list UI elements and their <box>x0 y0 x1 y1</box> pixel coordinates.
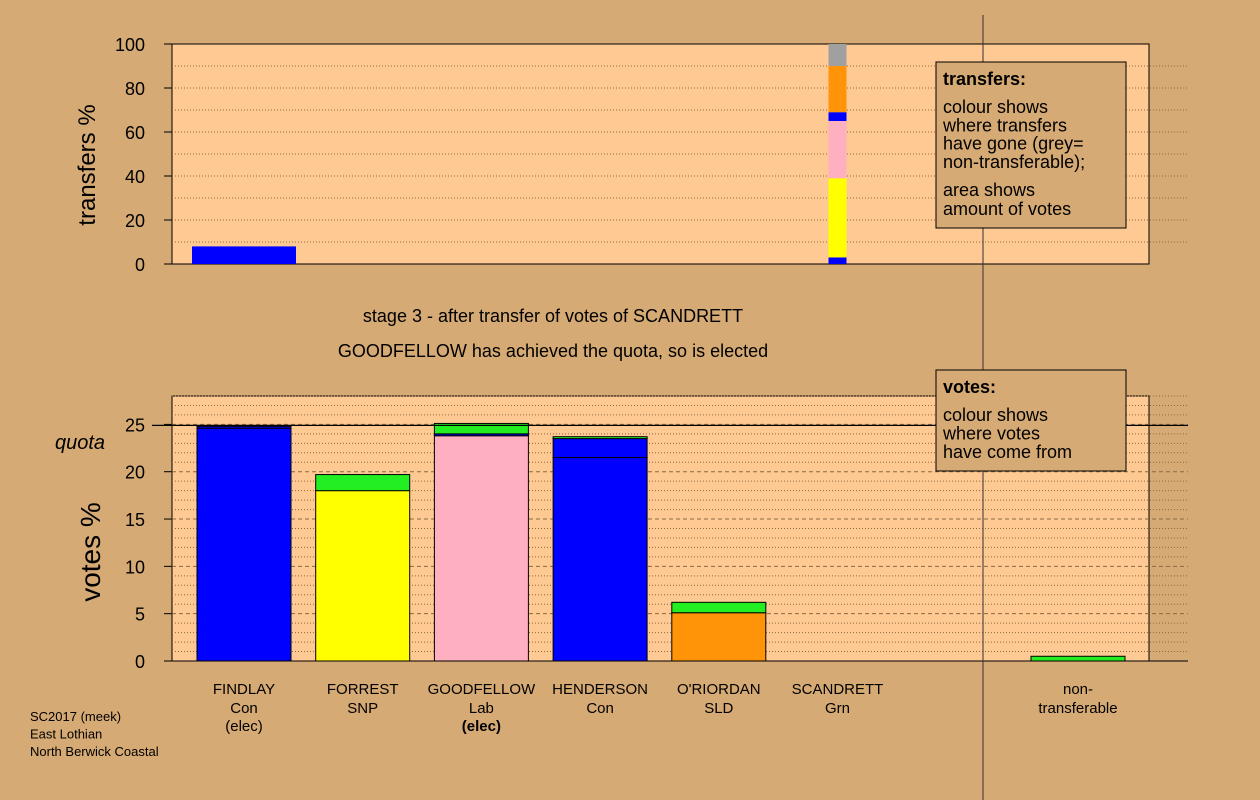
transfers-legend-line: have gone (grey= <box>943 134 1084 154</box>
votes-legend-box <box>935 369 1127 472</box>
top-y-tick-label: 60 <box>125 123 145 143</box>
candidate-name-label: O'RIORDAN <box>677 681 761 698</box>
candidate-status-label: (elec) <box>225 718 263 735</box>
transfer-bar-segment <box>828 66 847 113</box>
transfer-bar-segment <box>828 112 847 121</box>
candidate-party-label: Grn <box>825 700 850 717</box>
transfer-bar-segment <box>192 246 296 264</box>
bottom-y-tick-label: 10 <box>125 557 145 577</box>
transfer-bar-segment <box>828 178 847 258</box>
candidate-party-label: SLD <box>704 700 733 717</box>
candidate-name-label: HENDERSON <box>552 681 648 698</box>
vote-bar-segment <box>196 425 292 429</box>
nontransferable-label: non- <box>1063 681 1093 698</box>
vote-bar-segment <box>433 435 529 662</box>
candidate-party-label: Con <box>230 700 258 717</box>
top-y-axis-label: transfers % <box>74 104 101 225</box>
votes-legend-line: have come from <box>943 442 1072 462</box>
vote-bar-segment <box>315 474 411 492</box>
votes-legend-line: where votes <box>942 424 1040 444</box>
transfers-legend-line: area shows <box>943 180 1035 200</box>
vote-bar-segment <box>315 490 411 662</box>
quota-label: quota <box>55 432 105 454</box>
transfer-bar-segment <box>828 121 847 179</box>
transfers-legend-line: colour shows <box>943 97 1048 117</box>
candidate-name-label: GOODFELLOW <box>428 681 536 698</box>
bottom-y-axis: 0 5 10 15 20 25 <box>125 415 1188 672</box>
bottom-y-axis-label: votes % <box>75 502 106 602</box>
vote-bar-segment <box>196 427 292 662</box>
bottom-y-tick-label: 15 <box>125 510 145 530</box>
vote-bar-segment <box>671 601 767 614</box>
transfer-bar-segment <box>828 257 847 264</box>
top-y-tick-label: 40 <box>125 167 145 187</box>
vote-bar-segment <box>552 438 648 459</box>
candidate-party-label: SNP <box>347 700 378 717</box>
vote-bar-segment <box>433 422 529 435</box>
transfers-legend-line: amount of votes <box>943 199 1071 219</box>
nontransferable-bar-segment <box>1030 655 1126 662</box>
footer-line: North Berwick Coastal <box>30 744 159 759</box>
votes-legend-line: colour shows <box>943 405 1048 425</box>
candidate-party-label: Con <box>586 700 614 717</box>
bottom-y-tick-label: 25 <box>125 415 145 435</box>
transfers-legend-line: where transfers <box>942 115 1067 135</box>
top-transfer-bars <box>192 44 847 264</box>
nontransferable-label: transferable <box>1038 700 1117 717</box>
vote-bar-segment <box>671 612 767 662</box>
footer-info: SC2017 (meek) East Lothian North Berwick C… <box>30 709 159 759</box>
votes-legend-title: votes: <box>943 377 996 397</box>
footer-line: East Lothian <box>30 727 102 742</box>
bottom-vote-bars <box>152 422 1188 662</box>
transfers-legend-box <box>935 61 1127 229</box>
stage-title: stage 3 - after transfer of votes of SCA… <box>363 306 743 326</box>
top-y-tick-label: 100 <box>115 35 145 55</box>
bottom-y-tick-label: 20 <box>125 463 145 483</box>
candidate-status-label: (elec) <box>462 718 501 735</box>
top-y-tick-label: 0 <box>135 255 145 275</box>
candidate-party-label: Lab <box>469 700 494 717</box>
vote-bar-segment <box>552 457 648 662</box>
candidate-name-label: SCANDRETT <box>792 681 884 698</box>
candidate-name-label: FINDLAY <box>213 681 275 698</box>
candidate-name-label: FORREST <box>327 681 399 698</box>
top-y-tick-label: 20 <box>125 211 145 231</box>
footer-line: SC2017 (meek) <box>30 709 121 724</box>
transfers-legend-title: transfers: <box>943 69 1026 89</box>
candidate-labels: FINDLAYCon(elec)FORRESTSNPGOODFELLOWLab(… <box>213 681 1118 735</box>
bottom-y-tick-label: 0 <box>135 652 145 672</box>
vote-bar-segment <box>552 436 648 440</box>
transfers-legend-line: non-transferable); <box>943 152 1085 172</box>
top-y-tick-label: 80 <box>125 79 145 99</box>
transfer-bar-segment <box>828 44 847 66</box>
top-y-axis: 0 20 40 60 80 100 <box>115 35 172 275</box>
stage-subtitle: GOODFELLOW has achieved the quota, so is… <box>338 341 768 361</box>
bottom-y-tick-label: 5 <box>135 605 145 625</box>
